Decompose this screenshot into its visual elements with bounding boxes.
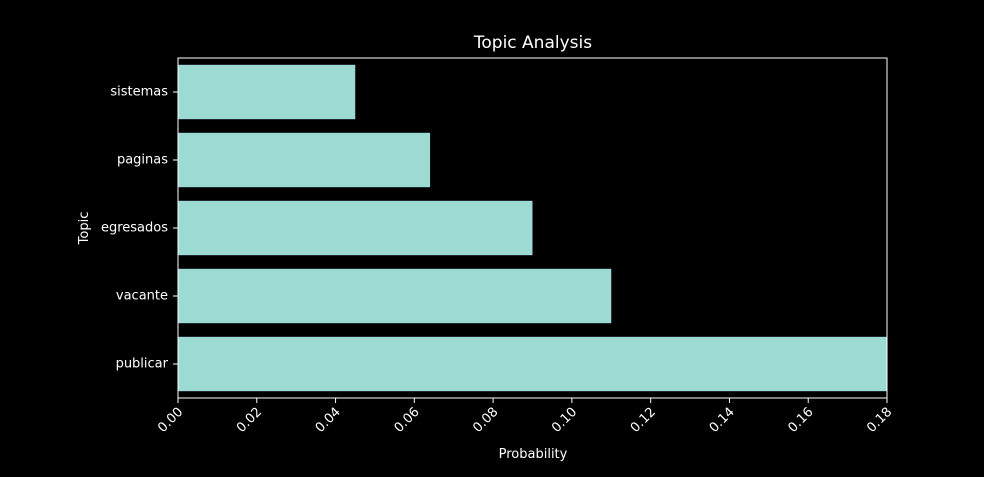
y-tick-label: vacante xyxy=(116,289,168,304)
y-tick-label: publicar xyxy=(116,357,169,372)
bar-egresados xyxy=(178,200,533,256)
y-axis-ticks: sistemas paginas egresados vacante publicar xyxy=(101,85,178,372)
bar-sistemas xyxy=(178,64,356,120)
bars-group xyxy=(178,64,887,392)
bar-vacante xyxy=(178,268,612,324)
y-tick-label: paginas xyxy=(117,153,168,168)
y-tick-label: sistemas xyxy=(110,85,168,100)
y-tick-label: egresados xyxy=(101,221,168,236)
y-axis-label: Topic xyxy=(77,212,92,246)
chart-title: Topic Analysis xyxy=(473,33,592,53)
x-axis-label: Probability xyxy=(499,447,568,462)
bar-paginas xyxy=(178,132,431,188)
bar-publicar xyxy=(178,336,887,392)
